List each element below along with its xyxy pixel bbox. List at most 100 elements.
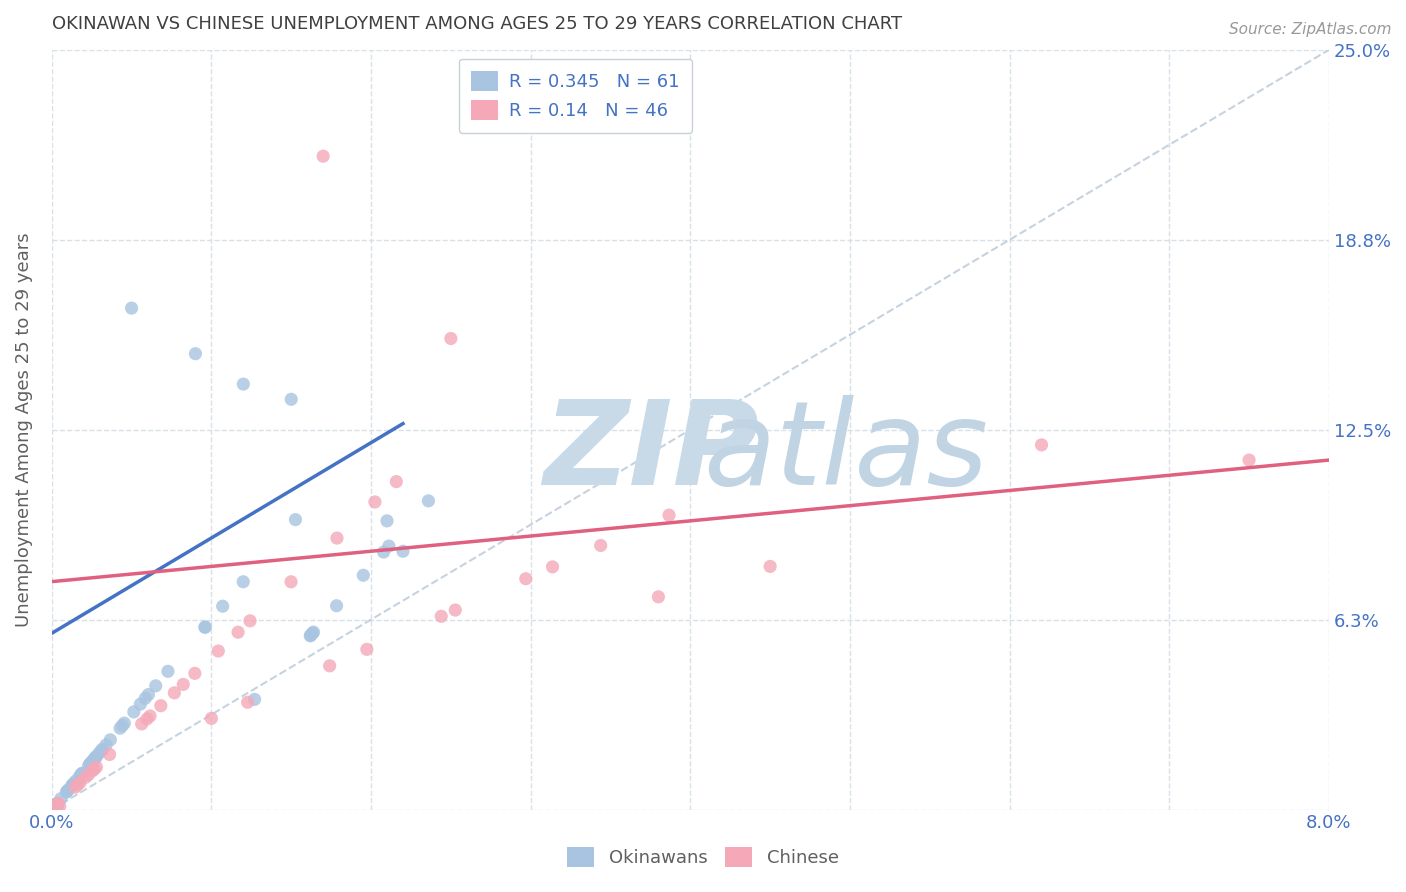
Point <box>200 711 222 725</box>
Point <box>378 539 401 553</box>
Point <box>172 677 194 691</box>
Legend: Okinawans, Chinese: Okinawans, Chinese <box>560 839 846 874</box>
Point <box>1237 453 1260 467</box>
Point <box>284 513 307 527</box>
Point <box>658 508 681 522</box>
Point <box>45 797 67 811</box>
Point <box>84 749 107 764</box>
Point <box>94 738 117 752</box>
Point <box>45 799 67 814</box>
Point <box>121 301 143 315</box>
Point <box>122 705 145 719</box>
Point <box>299 628 322 642</box>
Point <box>86 760 108 774</box>
Point <box>91 742 114 756</box>
Point <box>82 764 104 778</box>
Point <box>60 779 83 793</box>
Point <box>280 392 302 407</box>
Point <box>45 799 67 814</box>
Point <box>45 797 67 812</box>
Point <box>58 782 80 797</box>
Point <box>62 777 84 791</box>
Point <box>77 758 100 772</box>
Point <box>136 712 159 726</box>
Point <box>70 767 93 781</box>
Point <box>75 770 97 784</box>
Point <box>83 751 105 765</box>
Point <box>69 769 91 783</box>
Point <box>375 514 398 528</box>
Point <box>65 780 87 794</box>
Point <box>65 773 87 788</box>
Point <box>326 531 349 545</box>
Point <box>72 766 94 780</box>
Point <box>83 762 105 776</box>
Point <box>232 377 254 392</box>
Point <box>280 574 302 589</box>
Point <box>112 716 135 731</box>
Point <box>134 691 156 706</box>
Point <box>55 785 77 799</box>
Point <box>48 799 70 814</box>
Point <box>541 560 564 574</box>
Point <box>45 802 67 816</box>
Point <box>46 797 69 811</box>
Point <box>80 755 103 769</box>
Point <box>301 626 323 640</box>
Point <box>149 698 172 713</box>
Point <box>352 568 374 582</box>
Point <box>236 695 259 709</box>
Point <box>69 768 91 782</box>
Point <box>163 686 186 700</box>
Point <box>194 620 217 634</box>
Point <box>515 572 537 586</box>
Point <box>430 609 453 624</box>
Point <box>79 756 101 771</box>
Point <box>46 797 69 811</box>
Point <box>56 784 79 798</box>
Point <box>111 718 134 732</box>
Point <box>79 756 101 771</box>
Text: atlas: atlas <box>703 395 988 509</box>
Point <box>194 620 217 634</box>
Point <box>312 149 335 163</box>
Point <box>131 717 153 731</box>
Point <box>45 799 67 814</box>
Point <box>145 679 167 693</box>
Point <box>98 747 121 762</box>
Point <box>1031 438 1053 452</box>
Point <box>82 753 104 767</box>
Point <box>80 756 103 770</box>
Point <box>589 539 612 553</box>
Point <box>49 791 72 805</box>
Point <box>392 544 415 558</box>
Point <box>98 732 121 747</box>
Point <box>444 603 467 617</box>
Point <box>418 494 440 508</box>
Point <box>108 721 131 735</box>
Text: OKINAWAN VS CHINESE UNEMPLOYMENT AMONG AGES 25 TO 29 YEARS CORRELATION CHART: OKINAWAN VS CHINESE UNEMPLOYMENT AMONG A… <box>52 15 901 33</box>
Point <box>84 750 107 764</box>
Point <box>364 495 387 509</box>
Point <box>211 599 233 614</box>
Point <box>302 625 325 640</box>
Point <box>69 775 91 789</box>
Point <box>156 665 179 679</box>
Point <box>759 559 782 574</box>
Text: Source: ZipAtlas.com: Source: ZipAtlas.com <box>1229 22 1392 37</box>
Y-axis label: Unemployment Among Ages 25 to 29 years: Unemployment Among Ages 25 to 29 years <box>15 233 32 627</box>
Point <box>184 666 207 681</box>
Point <box>77 767 100 781</box>
Point <box>325 599 347 613</box>
Point <box>184 347 207 361</box>
Point <box>90 744 112 758</box>
Point <box>232 574 254 589</box>
Point <box>647 590 669 604</box>
Point <box>318 658 340 673</box>
Point <box>226 625 249 640</box>
Text: ZIP: ZIP <box>544 395 759 510</box>
Point <box>129 697 152 711</box>
Point <box>66 778 89 792</box>
Point <box>299 629 322 643</box>
Point <box>356 642 378 657</box>
